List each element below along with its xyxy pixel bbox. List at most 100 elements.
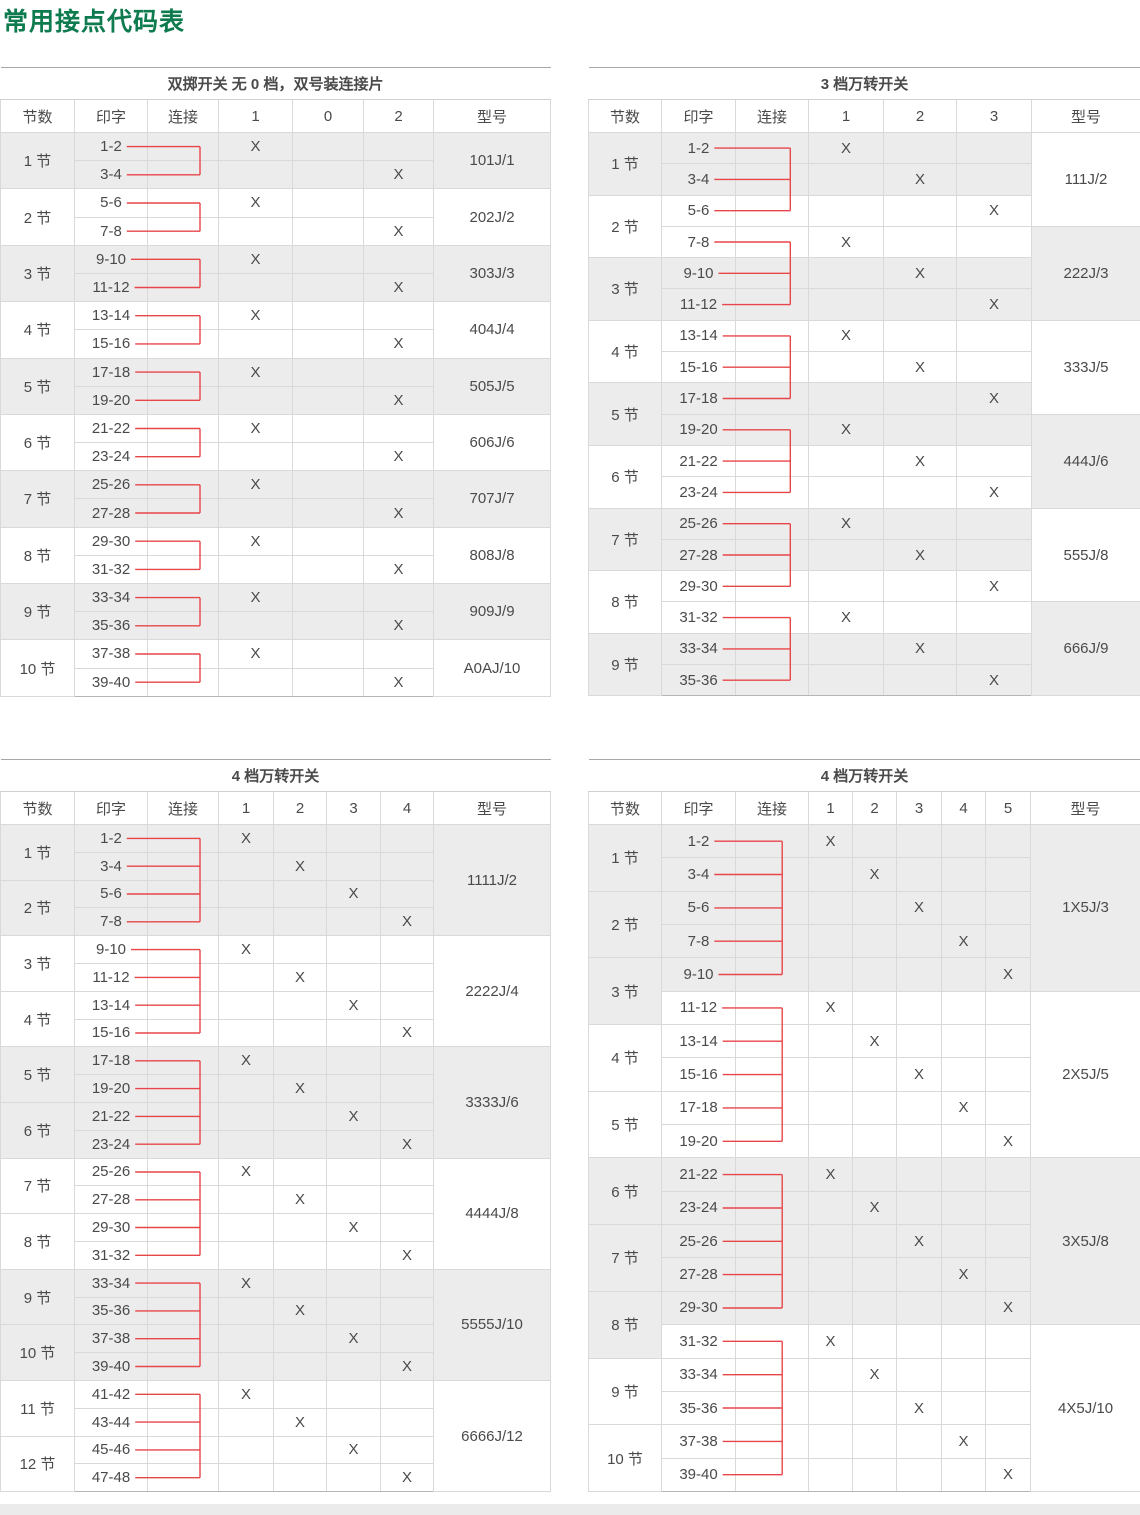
print-cell: 25-26 bbox=[74, 470, 148, 500]
print-label: 29-30 bbox=[679, 577, 718, 595]
position-cell bbox=[273, 1240, 327, 1270]
position-cell bbox=[363, 639, 434, 669]
print-label: 19-20 bbox=[91, 391, 131, 409]
x-mark: X bbox=[840, 515, 851, 533]
x-mark: X bbox=[1002, 1299, 1013, 1317]
position-cell bbox=[218, 1407, 274, 1437]
print-cell: 17-18 bbox=[661, 382, 736, 415]
print-cell: 27-28 bbox=[74, 1185, 148, 1215]
column-header-connect: 连接 bbox=[735, 99, 809, 133]
connect-cell bbox=[147, 470, 219, 500]
position-cell bbox=[941, 1357, 986, 1392]
position-cell: X bbox=[852, 857, 897, 892]
position-cell bbox=[956, 131, 1032, 165]
model-label: 808J/8 bbox=[432, 526, 552, 585]
position-cell bbox=[985, 1357, 1031, 1392]
x-mark: X bbox=[869, 866, 880, 884]
x-mark: X bbox=[393, 391, 404, 409]
position-cell: X bbox=[956, 382, 1032, 415]
position-cell bbox=[273, 1268, 327, 1298]
section-label: 1 节 bbox=[588, 824, 662, 892]
connect-cell bbox=[147, 1435, 219, 1465]
connect-cell bbox=[735, 131, 809, 165]
position-cell bbox=[896, 1190, 942, 1226]
position-cell: X bbox=[380, 1129, 434, 1159]
position-cell bbox=[218, 879, 274, 909]
print-label: 27-28 bbox=[679, 546, 718, 564]
position-cell bbox=[326, 907, 381, 937]
position-cell bbox=[380, 1268, 434, 1298]
print-label: 17-18 bbox=[91, 363, 131, 381]
position-cell bbox=[218, 907, 274, 937]
connect-cell bbox=[147, 188, 219, 218]
position-cell bbox=[941, 1224, 986, 1259]
position-cell: X bbox=[218, 357, 293, 387]
print-label: 47-48 bbox=[91, 1469, 131, 1487]
print-label: 33-34 bbox=[679, 1366, 718, 1384]
model-label: 666J/9 bbox=[1030, 601, 1140, 697]
section-label: 4 节 bbox=[0, 301, 75, 359]
x-mark: X bbox=[393, 166, 404, 184]
x-mark: X bbox=[240, 1385, 251, 1403]
print-label: 35-36 bbox=[679, 1399, 718, 1417]
position-cell bbox=[896, 1424, 942, 1459]
print-cell: 21-22 bbox=[661, 1157, 736, 1192]
position-cell bbox=[292, 244, 364, 274]
x-mark: X bbox=[913, 1399, 924, 1417]
connect-cell bbox=[147, 244, 219, 274]
position-cell: X bbox=[883, 257, 957, 290]
x-mark: X bbox=[348, 1330, 359, 1348]
position-cell: X bbox=[218, 301, 293, 331]
x-mark: X bbox=[869, 1032, 880, 1050]
position-cell bbox=[896, 1257, 942, 1292]
connect-cell bbox=[735, 632, 809, 666]
print-label: 21-22 bbox=[91, 419, 131, 437]
x-mark: X bbox=[825, 1166, 836, 1184]
position-cell: X bbox=[380, 907, 434, 937]
position-cell: X bbox=[218, 824, 274, 853]
print-cell: 31-32 bbox=[74, 554, 148, 585]
position-cell: X bbox=[218, 1157, 274, 1187]
print-label: 5-6 bbox=[687, 202, 710, 220]
print-cell: 29-30 bbox=[661, 570, 736, 603]
position-cell bbox=[985, 924, 1031, 959]
print-label: 13-14 bbox=[91, 996, 131, 1014]
x-mark: X bbox=[401, 1469, 412, 1487]
connect-cell bbox=[735, 194, 809, 227]
position-cell bbox=[273, 1463, 327, 1493]
section-label: 7 节 bbox=[588, 1224, 662, 1292]
column-header-position: 1 bbox=[808, 99, 884, 133]
x-mark: X bbox=[914, 452, 925, 470]
column-header-print: 印字 bbox=[74, 791, 148, 825]
x-mark: X bbox=[913, 1232, 924, 1250]
model-label: 1X5J/3 bbox=[1029, 824, 1140, 992]
x-mark: X bbox=[294, 1413, 305, 1431]
section-label: 3 节 bbox=[0, 244, 75, 303]
model-label: 4444J/8 bbox=[432, 1157, 552, 1270]
x-mark: X bbox=[401, 1358, 412, 1376]
connect-cell bbox=[147, 824, 219, 853]
position-cell: X bbox=[326, 1324, 381, 1354]
position-cell bbox=[956, 319, 1032, 353]
section-label: 6 节 bbox=[588, 1157, 662, 1226]
position-cell bbox=[852, 1457, 897, 1492]
position-cell: X bbox=[326, 1101, 381, 1131]
position-cell: X bbox=[852, 1357, 897, 1392]
x-mark: X bbox=[913, 1066, 924, 1084]
print-cell: 1-2 bbox=[74, 131, 148, 162]
position-cell: X bbox=[808, 507, 884, 540]
model-label: 909J/9 bbox=[432, 582, 552, 641]
x-mark: X bbox=[348, 996, 359, 1014]
model-label: 404J/4 bbox=[432, 301, 552, 359]
position-cell: X bbox=[808, 1157, 853, 1192]
position-cell bbox=[985, 890, 1031, 926]
print-label: 5-6 bbox=[100, 194, 122, 212]
position-cell bbox=[985, 1257, 1031, 1292]
connect-cell bbox=[147, 160, 219, 190]
position-cell bbox=[896, 823, 942, 859]
print-cell: 25-26 bbox=[661, 507, 736, 540]
position-cell bbox=[852, 1424, 897, 1459]
position-cell bbox=[896, 1124, 942, 1159]
print-cell: 31-32 bbox=[661, 601, 736, 634]
position-cell bbox=[218, 1185, 274, 1215]
